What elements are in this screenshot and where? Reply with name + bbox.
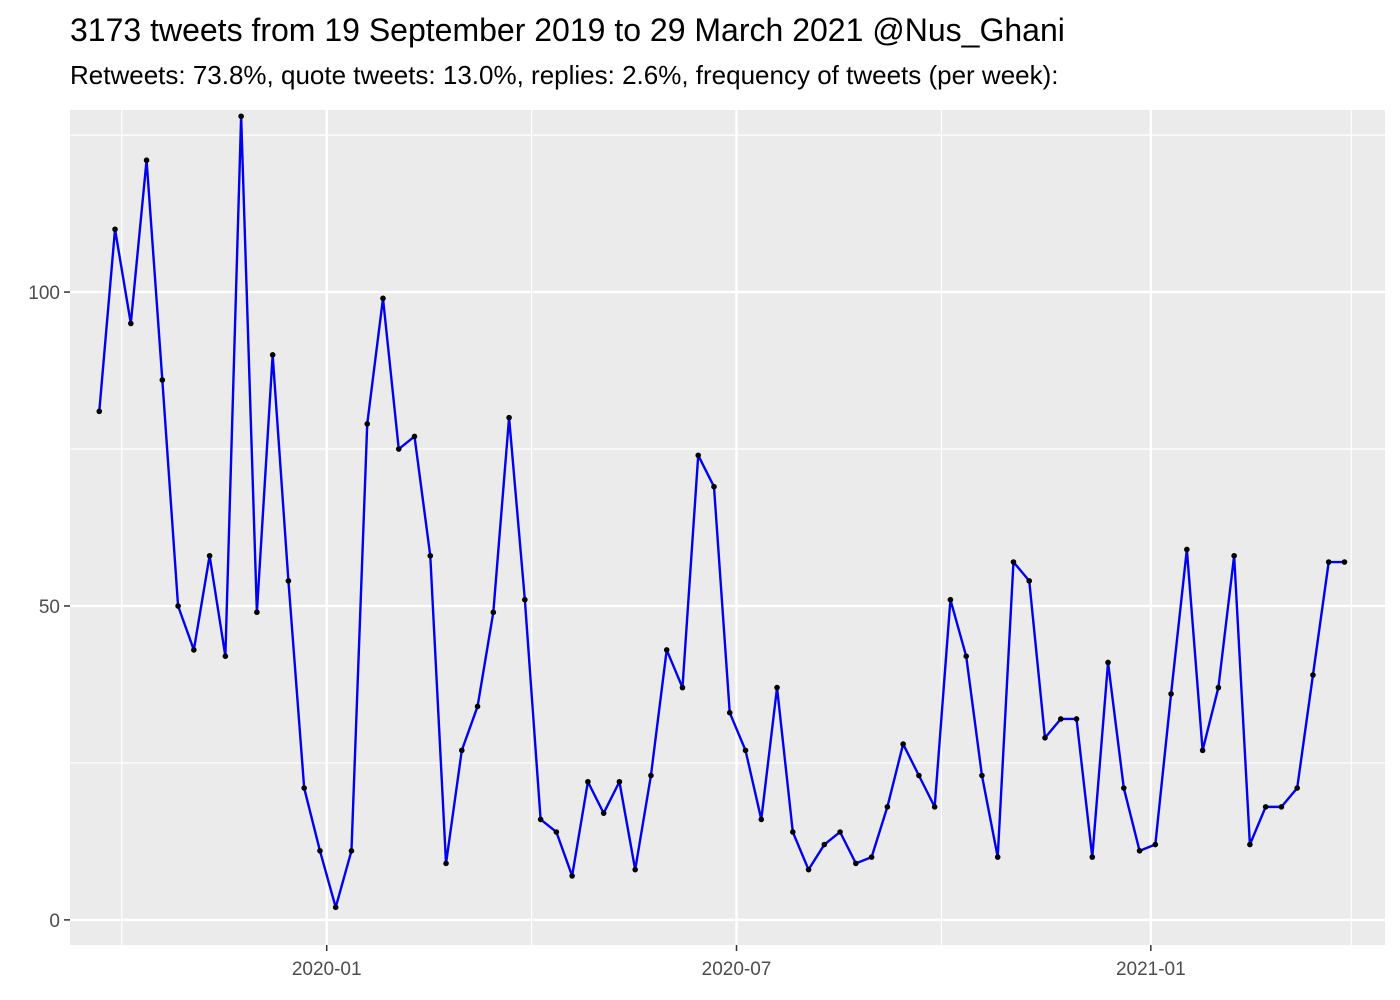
data-point xyxy=(1010,559,1017,565)
data-point xyxy=(1341,559,1348,565)
data-point xyxy=(884,804,891,810)
data-point xyxy=(490,609,497,616)
data-point xyxy=(159,377,166,383)
x-tick-label: 2020-01 xyxy=(292,959,362,980)
data-point xyxy=(238,113,244,120)
data-point xyxy=(585,778,591,785)
data-point xyxy=(443,860,449,867)
data-point xyxy=(616,778,623,785)
chart-subtitle: Retweets: 73.8%, quote tweets: 13.0%, re… xyxy=(70,60,1059,90)
data-point xyxy=(96,408,103,415)
data-point xyxy=(900,741,906,747)
data-point xyxy=(726,709,733,716)
data-point xyxy=(1247,841,1253,848)
y-tick-label: 0 xyxy=(49,911,60,932)
data-point xyxy=(742,747,749,754)
data-point xyxy=(569,873,575,879)
data-point xyxy=(127,320,134,327)
data-point xyxy=(648,772,654,779)
data-point xyxy=(191,647,197,653)
data-point xyxy=(979,772,985,779)
data-point xyxy=(868,854,875,860)
y-tick-label: 100 xyxy=(28,283,60,304)
data-point xyxy=(1310,672,1316,678)
data-point xyxy=(853,860,859,867)
data-point xyxy=(506,414,512,421)
data-point xyxy=(805,866,812,873)
data-point xyxy=(1026,578,1033,584)
data-point xyxy=(837,829,843,835)
data-point xyxy=(600,810,607,816)
data-point xyxy=(789,829,796,835)
y-tick-label: 50 xyxy=(39,597,60,618)
data-point xyxy=(112,226,118,233)
data-point xyxy=(317,848,323,854)
data-point xyxy=(963,653,969,660)
data-point xyxy=(1325,559,1332,565)
data-point xyxy=(1057,716,1064,722)
data-point xyxy=(1199,747,1206,754)
data-point xyxy=(332,904,339,911)
data-point xyxy=(380,295,386,302)
data-point xyxy=(1294,785,1300,791)
x-tick-label: 2020-07 xyxy=(702,959,772,980)
data-point xyxy=(774,684,780,691)
chart-title: 3173 tweets from 19 September 2019 to 29… xyxy=(70,12,1065,48)
data-point xyxy=(632,866,638,873)
data-point xyxy=(1042,735,1048,741)
data-point xyxy=(222,653,229,660)
plot-panel xyxy=(70,110,1385,945)
data-point xyxy=(269,352,276,358)
data-point xyxy=(285,578,292,584)
data-point xyxy=(301,785,307,791)
data-point xyxy=(395,446,402,452)
data-point xyxy=(1105,659,1111,666)
data-point xyxy=(821,841,828,848)
data-point xyxy=(695,452,702,459)
data-point xyxy=(522,596,528,603)
data-point xyxy=(175,603,181,609)
data-point xyxy=(679,684,686,691)
data-point xyxy=(411,433,418,440)
data-point xyxy=(1184,546,1190,553)
data-point xyxy=(143,157,150,164)
data-point xyxy=(663,647,670,653)
data-point xyxy=(553,829,560,835)
data-point xyxy=(458,747,465,754)
data-point xyxy=(1231,552,1237,559)
data-point xyxy=(758,816,765,823)
x-tick-label: 2021-01 xyxy=(1116,959,1186,980)
data-point xyxy=(916,772,922,779)
data-point xyxy=(537,816,544,823)
data-point xyxy=(931,804,938,810)
data-point xyxy=(348,848,355,854)
data-point xyxy=(994,854,1001,860)
data-point xyxy=(1136,848,1143,854)
series-line xyxy=(98,115,1345,909)
data-point xyxy=(1215,684,1222,691)
data-point xyxy=(1262,804,1269,810)
data-point xyxy=(1073,716,1080,722)
data-point xyxy=(254,609,260,616)
data-point xyxy=(1168,691,1174,697)
data-point xyxy=(427,552,434,559)
data-point xyxy=(1278,804,1285,810)
data-point xyxy=(1089,854,1096,860)
data-point xyxy=(947,596,954,603)
data-point xyxy=(206,552,213,559)
data-point xyxy=(1152,841,1159,848)
data-point xyxy=(474,703,481,710)
data-point xyxy=(711,483,717,490)
data-point xyxy=(364,421,371,427)
data-point xyxy=(1121,785,1127,791)
